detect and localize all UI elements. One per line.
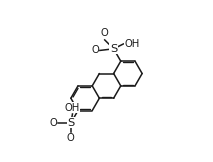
- Text: O: O: [67, 133, 75, 143]
- Text: OH: OH: [65, 103, 80, 113]
- Text: O: O: [49, 118, 57, 128]
- Text: S: S: [110, 44, 117, 54]
- Text: S: S: [67, 118, 75, 128]
- Text: O: O: [91, 46, 99, 55]
- Text: OH: OH: [124, 39, 139, 49]
- Text: O: O: [101, 28, 109, 38]
